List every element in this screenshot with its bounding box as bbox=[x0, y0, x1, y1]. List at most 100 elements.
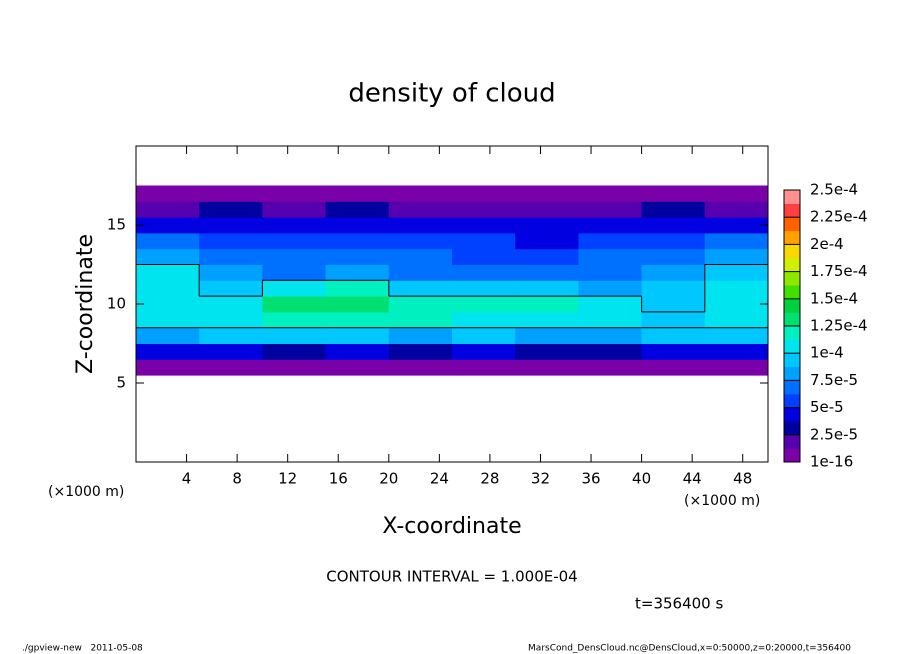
x-tick-label: 28 bbox=[480, 470, 499, 488]
colorbar-segment bbox=[784, 285, 800, 300]
cell bbox=[704, 280, 769, 297]
x-unit: (×1000 m) bbox=[684, 493, 760, 509]
colorbar-segment bbox=[784, 298, 800, 313]
contour-note: CONTOUR INTERVAL = 1.000E-04 bbox=[326, 568, 577, 586]
x-axis-label: X-coordinate bbox=[382, 514, 521, 539]
colorbar-segment bbox=[784, 380, 800, 395]
cell bbox=[452, 264, 516, 281]
cell bbox=[515, 217, 579, 234]
cell bbox=[136, 280, 200, 297]
cell bbox=[325, 264, 390, 281]
colorbar-segment bbox=[784, 217, 800, 232]
cell bbox=[199, 280, 263, 297]
colorbar-segment bbox=[784, 244, 800, 259]
colorbar-label: 1.75e-4 bbox=[810, 262, 868, 280]
cell bbox=[452, 248, 516, 265]
cell bbox=[199, 359, 263, 376]
x-tick-label: 36 bbox=[581, 470, 600, 488]
cell bbox=[388, 217, 453, 234]
colorbar-label: 2.5e-4 bbox=[810, 181, 858, 199]
colorbar-segment bbox=[784, 190, 800, 204]
cell bbox=[641, 280, 706, 297]
cell bbox=[578, 185, 643, 202]
cell bbox=[704, 343, 769, 360]
cell bbox=[136, 185, 200, 202]
cell bbox=[388, 311, 453, 329]
cell bbox=[199, 311, 263, 329]
cell bbox=[262, 232, 327, 250]
cell bbox=[515, 311, 579, 329]
cell bbox=[641, 201, 706, 218]
cell bbox=[704, 296, 769, 313]
colorbar-label: 2.25e-4 bbox=[810, 208, 868, 226]
x-tick-label: 4 bbox=[182, 470, 192, 488]
cell bbox=[704, 217, 769, 234]
footer-left: ./gpview-new 2011-05-08 bbox=[22, 644, 143, 654]
x-tick-label: 40 bbox=[632, 470, 651, 488]
colorbar-label: 5e-5 bbox=[810, 398, 844, 416]
cell bbox=[199, 343, 263, 360]
cell bbox=[452, 343, 516, 360]
colorbar-segment bbox=[784, 394, 800, 408]
x-tick-label: 20 bbox=[379, 470, 398, 488]
colorbar-segment bbox=[784, 448, 800, 463]
cell bbox=[262, 264, 327, 281]
colorbar-segment bbox=[784, 258, 800, 272]
y-tick-label: 15 bbox=[107, 216, 126, 234]
cell bbox=[262, 280, 327, 297]
cell bbox=[578, 280, 643, 297]
cell bbox=[704, 311, 769, 329]
cell bbox=[325, 327, 390, 344]
cell bbox=[641, 185, 706, 202]
cell bbox=[452, 327, 516, 344]
x-tick-label: 48 bbox=[733, 470, 752, 488]
cell bbox=[641, 327, 706, 344]
cell bbox=[325, 248, 390, 265]
y-tick-label: 10 bbox=[107, 295, 126, 313]
x-tick-label: 32 bbox=[531, 470, 550, 488]
cell bbox=[704, 232, 769, 250]
cell bbox=[325, 280, 390, 297]
x-tick-label: 12 bbox=[278, 470, 297, 488]
cell bbox=[641, 248, 706, 265]
cell bbox=[452, 232, 516, 250]
cell bbox=[136, 311, 200, 329]
colorbar-label: 2e-4 bbox=[810, 235, 844, 253]
colorbar-segment bbox=[784, 353, 800, 368]
cell bbox=[578, 217, 643, 234]
cell bbox=[325, 201, 390, 218]
cell bbox=[199, 232, 263, 250]
cell bbox=[388, 232, 453, 250]
cell bbox=[325, 232, 390, 250]
cell bbox=[136, 232, 200, 250]
x-tick-label: 44 bbox=[683, 470, 702, 488]
cell bbox=[641, 359, 706, 376]
cell bbox=[704, 264, 769, 281]
footer-right: MarsCond_DensCloud.nc@DensCloud,x=0:5000… bbox=[528, 644, 851, 654]
cell bbox=[388, 327, 453, 344]
cell bbox=[136, 217, 200, 234]
cell bbox=[515, 248, 579, 265]
cell bbox=[136, 327, 200, 344]
cell bbox=[388, 359, 453, 376]
cell bbox=[388, 280, 453, 297]
x-tick-label: 8 bbox=[232, 470, 242, 488]
cell bbox=[325, 296, 390, 313]
cell bbox=[515, 232, 579, 250]
cell bbox=[388, 343, 453, 360]
cell bbox=[578, 232, 643, 250]
cell bbox=[704, 185, 769, 202]
cell bbox=[515, 343, 579, 360]
cell bbox=[262, 185, 327, 202]
cell bbox=[199, 217, 263, 234]
cell bbox=[515, 201, 579, 218]
colorbar-label: 1e-4 bbox=[810, 344, 844, 362]
chart-title: density of cloud bbox=[348, 79, 555, 109]
cell bbox=[262, 296, 327, 313]
cell bbox=[452, 359, 516, 376]
cell bbox=[262, 248, 327, 265]
y-unit: (×1000 m) bbox=[48, 484, 124, 500]
x-tick-label: 16 bbox=[329, 470, 348, 488]
